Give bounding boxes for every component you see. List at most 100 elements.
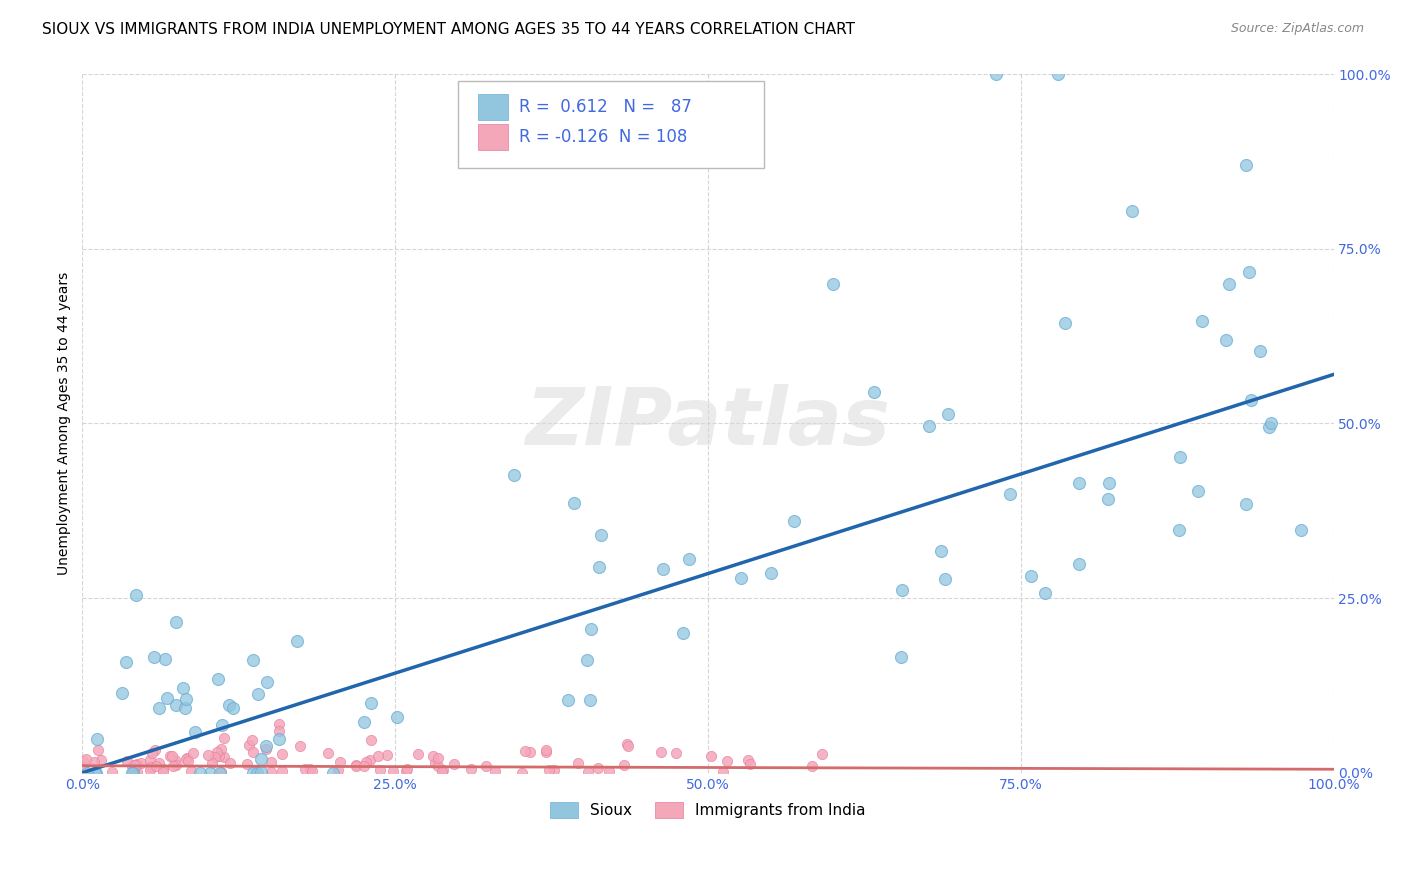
FancyBboxPatch shape [478,94,508,120]
Point [156,691,179,706]
Point [998,487,1021,501]
Point [730,571,752,585]
Point [918,418,941,433]
Point [254,741,277,756]
Point [344,759,367,773]
Point [121,765,143,780]
Point [180,764,202,778]
Point [931,543,953,558]
Point [148,756,170,771]
Point [460,762,482,776]
Point [1098,475,1121,490]
Point [381,764,404,779]
Point [122,764,145,778]
Point [1187,483,1209,498]
Point [219,756,242,770]
Point [240,733,263,747]
Point [1121,204,1143,219]
Point [176,751,198,765]
Point [129,756,152,770]
Point [211,718,233,732]
Point [222,700,245,714]
Point [1167,523,1189,537]
Point [212,749,235,764]
Point [256,675,278,690]
Point [267,723,290,738]
Point [177,754,200,768]
Point [576,764,599,779]
Point [250,752,273,766]
Point [207,672,229,686]
Point [519,745,541,759]
Point [1249,343,1271,358]
Point [125,764,148,779]
Point [294,763,316,777]
Point [121,765,143,780]
Point [141,746,163,760]
Point [863,385,886,400]
Point [75,752,97,766]
Point [406,747,429,761]
Point [515,744,537,758]
Point [598,764,620,779]
Point [142,649,165,664]
Point [360,696,382,710]
Point [430,764,453,779]
Point [1258,419,1281,434]
Point [254,739,277,753]
Point [484,764,506,778]
Point [174,701,197,715]
Point [165,615,187,630]
Point [423,756,446,771]
Point [672,626,695,640]
FancyBboxPatch shape [478,124,508,150]
Point [124,758,146,772]
Point [395,764,418,778]
Point [1240,393,1263,408]
Point [259,764,281,779]
Point [934,572,956,586]
Point [1019,569,1042,583]
Point [72,755,94,769]
Point [249,765,271,780]
Point [111,686,134,700]
Point [172,681,194,695]
Point [246,765,269,780]
Point [242,653,264,667]
Point [1168,450,1191,464]
Point [443,757,465,772]
Point [212,731,235,745]
Point [329,755,352,769]
Point [354,755,377,769]
Point [267,732,290,747]
Point [579,622,602,636]
Point [652,562,675,576]
Point [510,765,533,780]
Point [87,742,110,756]
Point [367,748,389,763]
Point [174,752,197,766]
Point [1053,316,1076,330]
Point [174,692,197,706]
Point [575,652,598,666]
Point [616,737,638,751]
Point [299,763,322,777]
Point [160,749,183,764]
Point [353,714,375,729]
Point [537,763,560,777]
Point [1215,333,1237,347]
Text: ZIPatlas: ZIPatlas [526,384,890,462]
Point [1047,67,1070,81]
Point [197,748,219,763]
Point [218,698,240,712]
Point [1234,158,1257,172]
Point [1260,417,1282,431]
Point [72,762,94,776]
Point [236,757,259,772]
Point [125,588,148,602]
Point [359,754,381,768]
Point [617,739,640,753]
Point [165,753,187,767]
Point [208,749,231,764]
Point [591,528,613,542]
